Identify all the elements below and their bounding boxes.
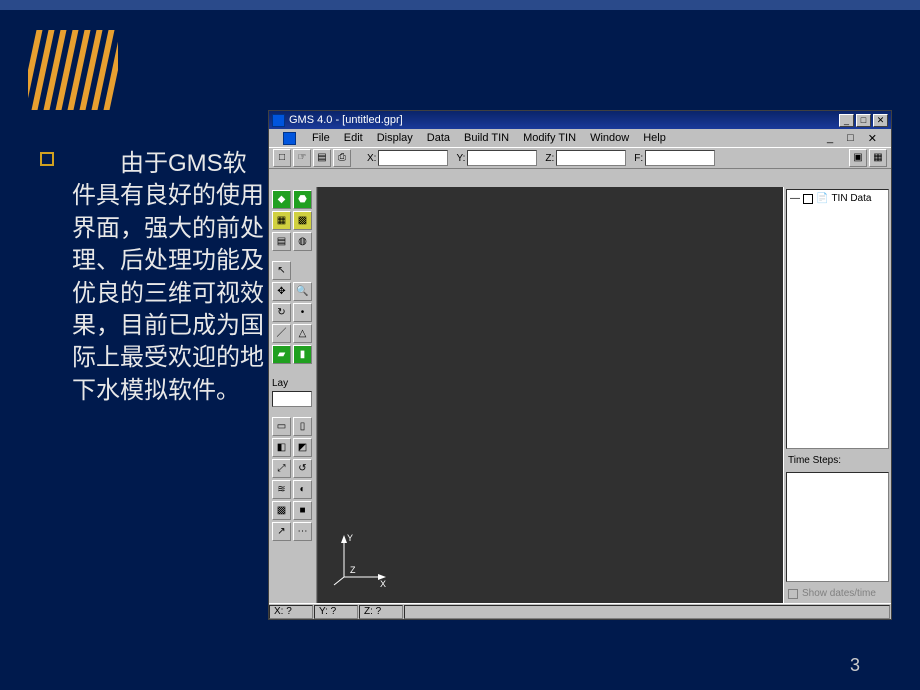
- slide-hatching: [28, 30, 118, 110]
- menu-edit[interactable]: Edit: [344, 132, 363, 144]
- status-z: Z: ?: [359, 605, 403, 619]
- tool-face-icon[interactable]: ▰: [272, 345, 291, 364]
- status-x: X: ?: [269, 605, 313, 619]
- axis-triad-icon: Y X Z: [332, 529, 392, 589]
- menu-file[interactable]: File: [312, 132, 330, 144]
- right-panel: — 📄 TIN Data Time Steps: Show dates/time: [783, 187, 891, 603]
- tool-line-icon[interactable]: ／: [272, 324, 291, 343]
- timesteps-list[interactable]: [786, 472, 889, 582]
- show-dates-checkbox[interactable]: [788, 589, 798, 599]
- tree-checkbox[interactable]: [803, 194, 813, 204]
- work-area: ◆⬣ ▦▩ ▤◍ ↖ ✥🔍 ↻• ／△ ▰▮ Lay ▭▯ ◧◩ ⤢↺ ≋◐ ▩…: [269, 187, 891, 603]
- coord-y-input[interactable]: [467, 150, 537, 166]
- close-button[interactable]: ✕: [873, 114, 888, 127]
- app-icon: [272, 114, 285, 127]
- tool-node-icon[interactable]: •: [293, 303, 312, 322]
- module-mesh-icon[interactable]: ▩: [293, 211, 312, 230]
- maximize-button[interactable]: □: [856, 114, 871, 127]
- status-y: Y: ?: [314, 605, 358, 619]
- module-tin-icon[interactable]: ◆: [272, 190, 291, 209]
- coord-x-label: X:: [367, 153, 376, 164]
- menu-help[interactable]: Help: [643, 132, 666, 144]
- slide-body-text: 由于GMS软件具有良好的使用界面，强大的前处理、后处理功能及优良的三维可视效果，…: [40, 148, 270, 407]
- view-iso-icon[interactable]: ◩: [293, 438, 312, 457]
- tree-root-label[interactable]: TIN Data: [831, 193, 871, 204]
- tool-new[interactable]: □: [273, 149, 291, 167]
- module-scatter-icon[interactable]: ◍: [293, 232, 312, 251]
- doc-icon: [283, 132, 296, 145]
- disp-pt-icon[interactable]: ⋯: [293, 522, 312, 541]
- coord-z-input[interactable]: [556, 150, 626, 166]
- tool-region-icon[interactable]: ▮: [293, 345, 312, 364]
- window-title: GMS 4.0 - [untitled.gpr]: [289, 114, 403, 126]
- coord-x-input[interactable]: [378, 150, 448, 166]
- layer-label: Lay: [272, 378, 313, 389]
- viewport-3d[interactable]: Y X Z: [317, 187, 783, 603]
- status-bar: X: ? Y: ? Z: ?: [269, 603, 891, 619]
- menu-bar: File Edit Display Data Build TIN Modify …: [269, 129, 891, 147]
- menu-build-tin[interactable]: Build TIN: [464, 132, 509, 144]
- module-borehole-icon[interactable]: ⬣: [293, 190, 312, 209]
- tree-doc-icon: 📄: [816, 193, 828, 204]
- tool-rotate-icon[interactable]: ↻: [272, 303, 291, 322]
- disp-fill-icon[interactable]: ■: [293, 501, 312, 520]
- status-spacer: [404, 605, 890, 619]
- view-top-icon[interactable]: ▭: [272, 417, 291, 436]
- disp-vec-icon[interactable]: ↗: [272, 522, 291, 541]
- coord-f-label: F:: [634, 153, 643, 164]
- mdi-maximize-button[interactable]: □: [847, 132, 854, 144]
- timesteps-label: Time Steps:: [788, 455, 887, 466]
- minimize-button[interactable]: _: [839, 114, 854, 127]
- tool-save[interactable]: ▤: [313, 149, 331, 167]
- body-paragraph: 由于GMS软件具有良好的使用界面，强大的前处理、后处理功能及优良的三维可视效果，…: [72, 148, 270, 407]
- tool-extra-1[interactable]: ▣: [849, 149, 867, 167]
- menu-window[interactable]: Window: [590, 132, 629, 144]
- data-tree[interactable]: — 📄 TIN Data: [786, 189, 889, 449]
- tool-zoom-icon[interactable]: 🔍: [293, 282, 312, 301]
- menu-data[interactable]: Data: [427, 132, 450, 144]
- coord-z-label: Z:: [545, 153, 554, 164]
- tool-extra-2[interactable]: ▦: [869, 149, 887, 167]
- module-map-icon[interactable]: ▤: [272, 232, 291, 251]
- mdi-close-button[interactable]: ✕: [868, 132, 877, 145]
- view-prev-icon[interactable]: ↺: [293, 459, 312, 478]
- tool-pan-icon[interactable]: ✥: [272, 282, 291, 301]
- slide-topbar: [0, 0, 920, 10]
- tree-expand-icon[interactable]: —: [790, 193, 800, 204]
- layer-select[interactable]: [272, 391, 312, 407]
- show-dates-label: Show dates/time: [802, 588, 876, 599]
- menu-display[interactable]: Display: [377, 132, 413, 144]
- tool-open[interactable]: ☞: [293, 149, 311, 167]
- mdi-minimize-button[interactable]: _: [827, 132, 833, 144]
- view-fit-icon[interactable]: ⤢: [272, 459, 291, 478]
- disp-shade-icon[interactable]: ◐: [293, 480, 312, 499]
- main-toolbar: □ ☞ ▤ ⎙ X: Y: Z: F: ▣ ▦: [269, 147, 891, 169]
- tool-print[interactable]: ⎙: [333, 149, 351, 167]
- svg-text:X: X: [380, 579, 386, 589]
- coord-f-input[interactable]: [645, 150, 715, 166]
- tool-tri-icon[interactable]: △: [293, 324, 312, 343]
- menu-modify-tin[interactable]: Modify TIN: [523, 132, 576, 144]
- left-toolbox: ◆⬣ ▦▩ ▤◍ ↖ ✥🔍 ↻• ／△ ▰▮ Lay ▭▯ ◧◩ ⤢↺ ≋◐ ▩…: [269, 187, 317, 603]
- view-side-icon[interactable]: ◧: [272, 438, 291, 457]
- window-titlebar[interactable]: GMS 4.0 - [untitled.gpr] _ □ ✕: [269, 111, 891, 129]
- svg-text:Z: Z: [350, 565, 356, 575]
- disp-contour-icon[interactable]: ≋: [272, 480, 291, 499]
- tool-select-icon[interactable]: ↖: [272, 261, 291, 280]
- view-front-icon[interactable]: ▯: [293, 417, 312, 436]
- page-number: 3: [850, 655, 860, 676]
- disp-wire-icon[interactable]: ▩: [272, 501, 291, 520]
- svg-text:Y: Y: [347, 533, 353, 543]
- gms-app-window: GMS 4.0 - [untitled.gpr] _ □ ✕ File Edit…: [268, 110, 892, 620]
- coord-y-label: Y:: [456, 153, 465, 164]
- module-grid-icon[interactable]: ▦: [272, 211, 291, 230]
